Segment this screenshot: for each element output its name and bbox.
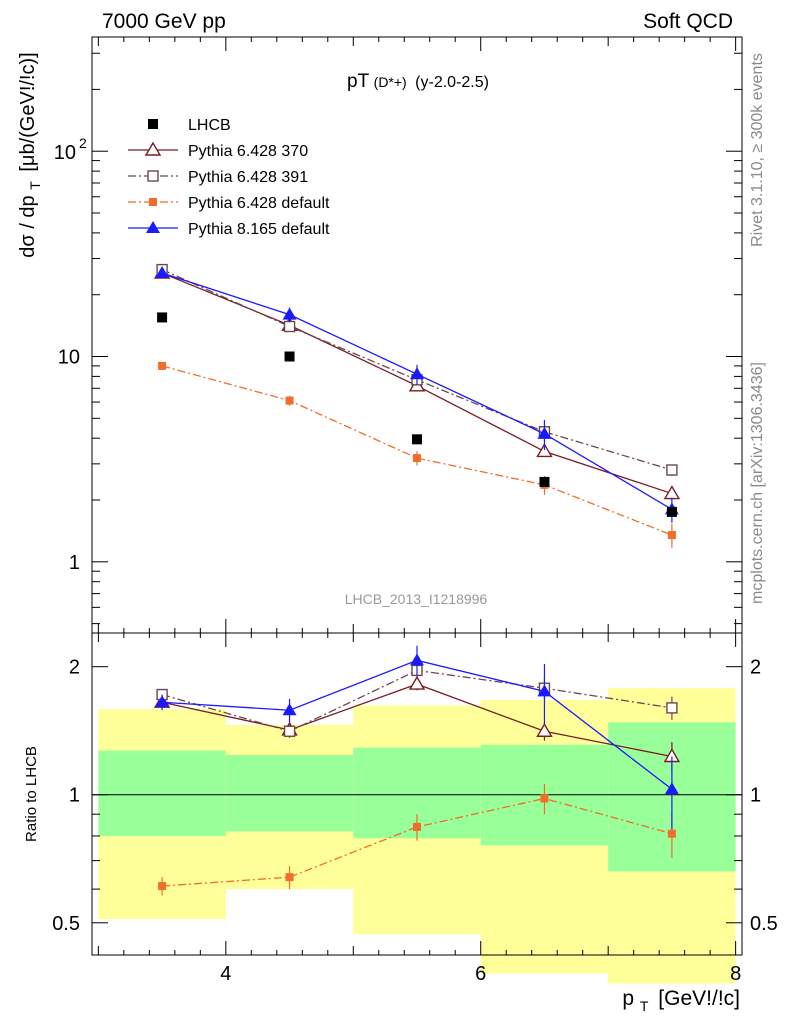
ratio-frame (91, 632, 743, 956)
data-marker (412, 434, 422, 445)
legend-item: LHCB (148, 117, 231, 134)
mcplots-label: mcplots.cern.ch [arXiv:1306.3436] (749, 362, 766, 604)
uncertainty-band-green (225, 754, 354, 832)
series-layer (153, 263, 681, 896)
y-axis-label-sub: T (27, 181, 43, 190)
plot-title: pT (D*+) (y-2.0-2.5) (347, 71, 489, 92)
data-marker (537, 684, 552, 697)
legend-item: Pythia 6.428 default (128, 195, 330, 212)
plot-title-sub: (D*+) (374, 74, 407, 90)
legend-label: LHCB (188, 117, 231, 134)
ratio-tick-label-left: 0.5 (52, 913, 80, 935)
y-tick-label-exponent: 2 (79, 135, 87, 151)
plot-title-main: pT (347, 71, 370, 92)
ratio-tick-label-right: 0.5 (750, 913, 778, 935)
data-marker (147, 170, 159, 182)
rivet-label: Rivet 3.1.10, ≥ 300k events (749, 53, 766, 247)
data-marker (285, 396, 294, 405)
x-tick-label: 6 (475, 963, 486, 985)
data-marker (536, 722, 553, 737)
data-marker (664, 782, 679, 795)
y-axis-label-main: dσ / dp (17, 195, 39, 257)
data-marker (282, 307, 297, 320)
legend-item: Pythia 6.428 391 (128, 169, 308, 186)
ratio-axis-label: Ratio to LHCB (23, 746, 40, 842)
x-axis-label: p T [GeV!/!c] (622, 987, 740, 1016)
legend-label: Pythia 6.428 391 (188, 169, 308, 186)
ratio-tick-label-right: 1 (750, 785, 761, 807)
y-tick-label: 10 (58, 347, 80, 369)
x-tick-label: 4 (220, 963, 231, 985)
data-marker (148, 119, 158, 129)
data-marker (410, 653, 424, 666)
series-lhcb (157, 312, 677, 517)
data-marker (144, 141, 162, 156)
legend-label: Pythia 6.428 default (188, 195, 330, 212)
ratio-tick-label-right: 2 (750, 657, 761, 679)
legend-label: Pythia 8.165 default (188, 221, 330, 238)
x-axis-label-sub: T (640, 998, 649, 1014)
ratio-tick-label-left: 1 (69, 785, 80, 807)
data-marker (284, 351, 295, 362)
data-marker (285, 873, 294, 882)
data-marker (146, 221, 160, 233)
y-axis-label-tail: [μb/(GeV!/!c)] (17, 52, 39, 171)
x-tick-label: 8 (730, 963, 741, 985)
analysis-watermark: LHCB_2013_I1218996 (345, 591, 488, 607)
data-marker (155, 695, 170, 708)
data-marker (158, 361, 167, 370)
data-marker (539, 476, 550, 487)
legend-item: Pythia 6.428 370 (128, 141, 308, 160)
data-marker (667, 829, 676, 838)
data-marker (540, 794, 549, 803)
data-marker (282, 703, 297, 716)
x-axis-label-tail: [GeV!/!c] (658, 987, 740, 1010)
series-pythia-8-165-default (155, 266, 679, 830)
data-marker (667, 531, 676, 540)
data-marker (149, 198, 157, 206)
data-marker (408, 675, 426, 690)
data-marker (158, 882, 167, 891)
y-tick-label: 10 (54, 142, 76, 164)
legend-item: Pythia 8.165 default (128, 221, 330, 238)
data-marker (283, 725, 296, 737)
header-left: 7000 GeV pp (102, 10, 226, 33)
data-marker (537, 426, 552, 439)
data-marker (410, 367, 424, 380)
data-marker (413, 822, 421, 831)
ratio-tick-label-left: 2 (69, 657, 80, 679)
legend-label: Pythia 6.428 370 (188, 143, 308, 160)
data-marker (155, 266, 170, 279)
y-tick-label: 1 (69, 552, 80, 574)
data-marker (283, 320, 296, 333)
data-marker (536, 443, 553, 458)
uncertainty-band-green (98, 750, 226, 836)
data-marker (413, 454, 421, 463)
data-marker (666, 464, 678, 476)
plot-title-tail: (y-2.0-2.5) (415, 74, 489, 91)
y-axis-label: dσ / dp T [μb/(GeV!/!c)] (17, 52, 45, 257)
ratio-line (162, 797, 673, 887)
x-axis-label-main: p (622, 987, 634, 1010)
legend: LHCB Pythia 6.428 370 Pythia 6.428 391 Pyth… (128, 117, 330, 238)
header-right: Soft QCD (643, 10, 733, 33)
data-marker (157, 312, 168, 323)
data-marker (666, 506, 677, 517)
data-marker (666, 702, 678, 714)
